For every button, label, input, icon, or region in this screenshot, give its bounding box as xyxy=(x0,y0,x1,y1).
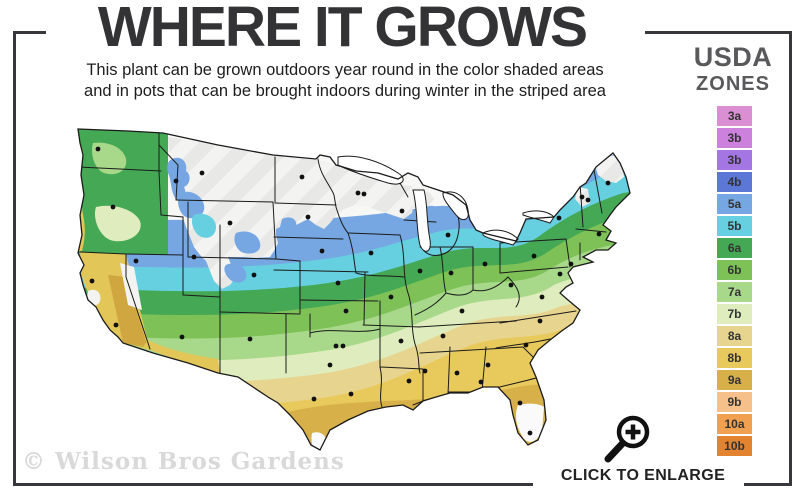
subtitle-line-2: and in pots that can be brought indoors … xyxy=(84,82,606,100)
city-dots xyxy=(89,146,611,436)
zone-swatch-8b-11: 8b xyxy=(717,348,752,368)
zone-swatch-5b-5: 5b xyxy=(717,216,752,236)
page-title: WHERE IT GROWS xyxy=(97,0,588,59)
frame-bottom-left xyxy=(13,483,533,486)
zone-swatch-6a-6: 6a xyxy=(717,238,752,258)
click-to-enlarge-button[interactable]: CLICK TO ENLARGE xyxy=(560,467,726,484)
zone-swatch-10a-14: 10a xyxy=(717,414,752,434)
zone-swatch-3b-1: 3b xyxy=(717,128,752,148)
magnifying-glass-plus-icon[interactable] xyxy=(602,413,654,465)
frame-left xyxy=(13,31,16,486)
zone-swatch-10b-15: 10b xyxy=(717,436,752,456)
usda-zone-map[interactable] xyxy=(68,115,663,460)
frame-top-left xyxy=(13,31,46,34)
subtitle: This plant can be grown outdoors year ro… xyxy=(40,60,650,102)
usda-zone-legend: 3a 3b 3b 4b 5a 5b 6a 6b 7a 7b 8a 8b 9a 9b 10a 10b xyxy=(717,106,752,458)
zone-swatch-3a-0: 3a xyxy=(717,106,752,126)
legend-title: USDA ZONES xyxy=(678,42,788,95)
zone-swatch-8a-10: 8a xyxy=(717,326,752,346)
zone-swatch-7b-9: 7b xyxy=(717,304,752,324)
zone-swatch-3b-2: 3b xyxy=(717,150,752,170)
zone-swatch-9b-13: 9b xyxy=(717,392,752,412)
frame-right xyxy=(789,31,792,486)
zone-swatch-6b-7: 6b xyxy=(717,260,752,280)
watermark: © Wilson Bros Gardens xyxy=(22,448,345,475)
subtitle-line-1: This plant can be grown outdoors year ro… xyxy=(86,61,604,79)
lake-huron xyxy=(442,191,469,221)
lake-ontario xyxy=(522,210,555,224)
lake-michigan xyxy=(412,189,431,252)
zone-swatch-9a-12: 9a xyxy=(717,370,752,390)
lake-superior xyxy=(337,155,404,185)
frame-bottom-right xyxy=(744,483,792,486)
frame-top-right xyxy=(645,31,792,34)
zone-swatch-4b-3: 4b xyxy=(717,172,752,192)
zone-swatch-5a-4: 5a xyxy=(717,194,752,214)
legend-title-zones: ZONES xyxy=(696,73,770,95)
legend-title-usda: USDA xyxy=(693,42,773,72)
zone-swatch-7a-8: 7a xyxy=(717,282,752,302)
